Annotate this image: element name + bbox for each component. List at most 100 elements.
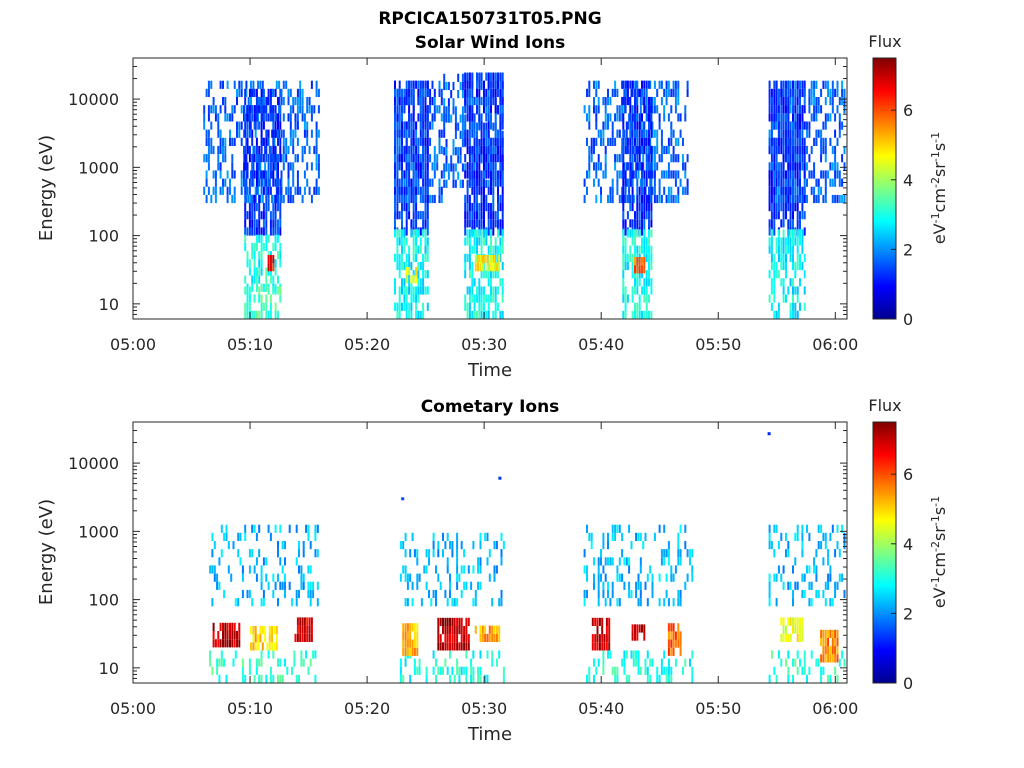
- data-cell: [789, 245, 792, 254]
- data-cell: [415, 237, 418, 246]
- data-cell: [636, 229, 639, 238]
- colorbar: [872, 421, 897, 684]
- data-cell: [480, 113, 483, 122]
- data-cell: [642, 162, 645, 171]
- data-cell: [302, 581, 305, 590]
- data-cell: [806, 162, 808, 171]
- data-cell: [626, 229, 629, 238]
- data-cell: [259, 170, 262, 179]
- data-cell: [634, 302, 636, 311]
- data-cell: [497, 178, 499, 187]
- data-cell: [785, 532, 787, 541]
- data-cell: [643, 219, 646, 228]
- data-cell: [682, 154, 684, 163]
- data-cell: [315, 137, 318, 146]
- data-cell: [452, 106, 455, 115]
- data-cell: [775, 178, 778, 187]
- data-cell: [595, 113, 598, 122]
- data-cell: [236, 121, 238, 130]
- data-cell: [247, 105, 250, 114]
- data-cell: [431, 194, 434, 204]
- data-cell: [824, 646, 827, 655]
- data-cell: [803, 658, 806, 667]
- data-cell: [488, 625, 491, 634]
- data-cell: [785, 113, 787, 122]
- data-cell: [792, 154, 794, 163]
- data-cell: [488, 549, 491, 558]
- data-cell: [635, 97, 638, 106]
- data-cell: [261, 194, 264, 204]
- data-cell: [466, 186, 469, 195]
- data-cell: [265, 170, 268, 179]
- data-cell: [629, 154, 632, 163]
- data-cell: [398, 310, 401, 319]
- data-cell: [245, 154, 248, 163]
- x-tick-label: 06:00: [812, 699, 858, 718]
- data-cell: [672, 145, 675, 155]
- data-cell: [417, 170, 420, 179]
- data-cell: [639, 565, 642, 574]
- data-cell: [787, 137, 790, 146]
- data-cell: [457, 171, 460, 180]
- data-cell: [282, 137, 285, 146]
- data-cell: [468, 113, 471, 122]
- data-cell: [636, 121, 639, 130]
- data-cell: [473, 229, 476, 238]
- y-tick-label: 100: [88, 591, 119, 610]
- data-cell: [605, 642, 608, 651]
- data-cell: [770, 186, 773, 195]
- data-cell: [497, 145, 499, 155]
- data-cell: [808, 88, 811, 97]
- data-cell: [248, 145, 251, 155]
- data-cell: [780, 129, 783, 138]
- data-cell: [301, 154, 304, 163]
- data-cell: [609, 194, 612, 204]
- data-cell: [649, 80, 652, 89]
- data-cell: [770, 650, 773, 659]
- data-cell: [273, 129, 276, 138]
- data-cell: [244, 211, 247, 220]
- data-cell: [246, 145, 249, 155]
- data-cell: [277, 310, 279, 319]
- data-cell: [658, 121, 661, 130]
- colorbar-tick-label: 0: [903, 310, 913, 329]
- data-cell: [231, 105, 234, 114]
- data-cell: [265, 242, 268, 252]
- data-cell: [453, 674, 456, 683]
- data-cell: [796, 105, 799, 114]
- data-cell: [444, 617, 447, 626]
- data-cell: [246, 251, 249, 260]
- data-cell: [629, 80, 632, 89]
- data-cell: [501, 211, 504, 220]
- data-cell: [768, 237, 771, 246]
- data-cell: [224, 178, 227, 187]
- data-cell: [670, 170, 673, 179]
- data-cell: [639, 557, 642, 566]
- data-cell: [446, 634, 449, 643]
- data-cell: [583, 589, 586, 599]
- data-cell: [272, 203, 275, 212]
- data-cell: [593, 80, 595, 89]
- data-cell: [492, 203, 495, 212]
- data-cell: [460, 626, 463, 635]
- data-cell: [485, 106, 488, 115]
- data-cell: [266, 129, 269, 138]
- data-cell: [258, 275, 261, 284]
- data-cell: [433, 105, 436, 114]
- data-cell: [203, 154, 206, 163]
- data-cell: [796, 633, 799, 642]
- data-cell: [667, 639, 670, 648]
- data-cell: [770, 145, 773, 155]
- data-cell: [796, 261, 799, 271]
- data-cell: [260, 294, 263, 303]
- data-cell: [468, 105, 471, 114]
- data-cell: [799, 129, 801, 138]
- data-cell: [670, 573, 673, 582]
- data-cell: [405, 302, 408, 311]
- data-cell: [403, 129, 406, 138]
- data-cell: [492, 310, 495, 319]
- data-cell: [461, 139, 464, 148]
- data-cell: [792, 253, 794, 262]
- data-cell: [409, 674, 412, 683]
- data-cell: [622, 194, 625, 203]
